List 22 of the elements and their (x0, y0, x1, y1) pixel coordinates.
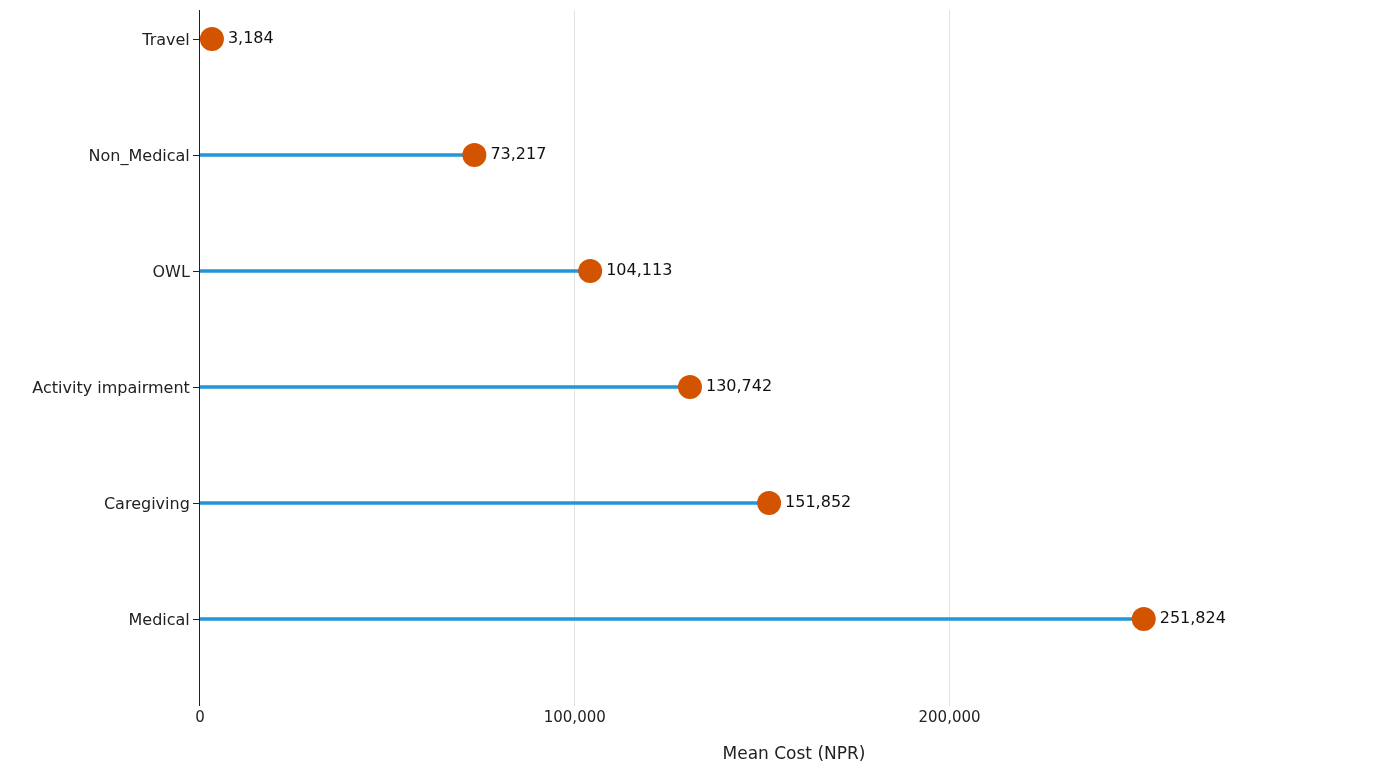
data-label: 130,742 (705, 376, 773, 395)
x-tick-label: 200,000 (918, 708, 981, 726)
y-tick-label: Medical (128, 609, 190, 629)
y-tick-label: Activity impairment (32, 377, 190, 397)
data-label: 3,184 (227, 28, 274, 47)
data-label: 104,113 (606, 260, 673, 279)
y-tick-label: Caregiving (103, 493, 190, 513)
y-tick-label: Non_Medical (88, 145, 190, 166)
data-label: 251,824 (1159, 608, 1226, 627)
point (199, 27, 224, 51)
y-tick-label: Travel (141, 29, 190, 49)
x-tick-label: 0 (195, 708, 205, 726)
point (462, 143, 487, 167)
y-tick-label: OWL (152, 261, 190, 281)
point (1131, 607, 1156, 631)
data-label: 73,217 (490, 144, 547, 163)
x-axis-title: Mean Cost (NPR) (722, 743, 866, 764)
point (757, 491, 782, 515)
x-tick-label: 100,000 (543, 708, 606, 726)
point (677, 375, 702, 399)
data-label: 151,852 (785, 492, 852, 511)
point (578, 259, 603, 283)
